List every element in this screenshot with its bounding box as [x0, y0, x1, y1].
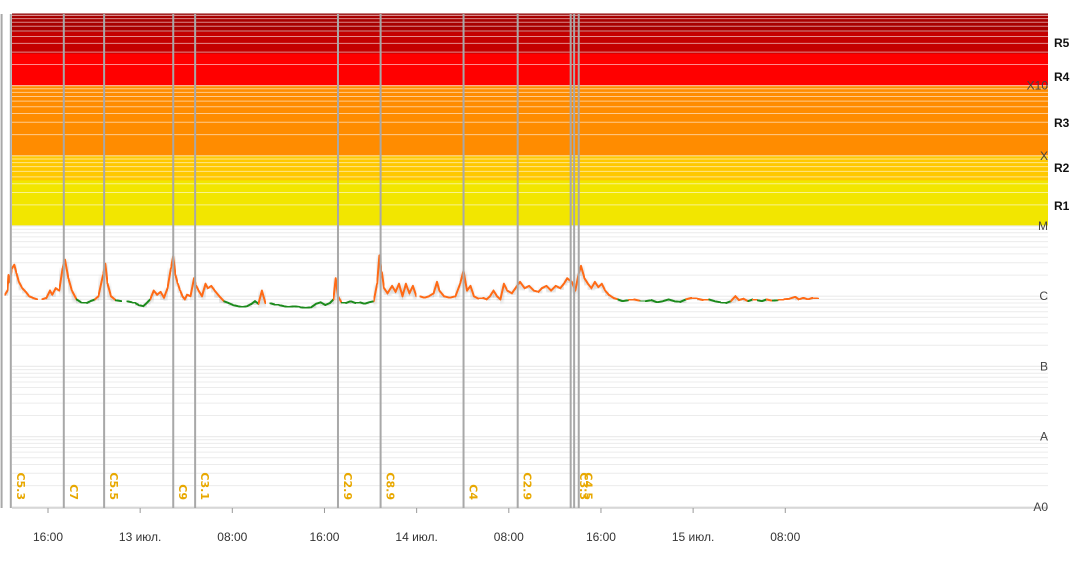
class-label: B: [1040, 359, 1048, 373]
x-tick-label: 08:00: [770, 530, 800, 544]
x-tick-label: 13 июл.: [119, 530, 161, 544]
flare-label: C5.5: [107, 472, 120, 500]
class-label: A: [1040, 430, 1048, 444]
x-tick-label: 14 июл.: [395, 530, 437, 544]
flare-label: C8.9: [384, 472, 397, 500]
class-label: X: [1040, 149, 1048, 163]
class-label: X10: [1027, 79, 1049, 93]
class-label: C: [1039, 289, 1048, 303]
band-r4: [12, 54, 1048, 86]
x-tick-label: 15 июл.: [672, 530, 714, 544]
x-tick-label: 16:00: [309, 530, 339, 544]
radio-blackout-bands: [12, 14, 1048, 508]
flare-label: C7: [67, 484, 80, 500]
radio-level-label: R5: [1054, 36, 1070, 50]
x-tick-label: 16:00: [33, 530, 63, 544]
flare-label: C4.5: [582, 472, 595, 500]
flare-label: C4: [467, 484, 480, 500]
x-tick-label: 16:00: [586, 530, 616, 544]
flare-label: C3.1: [198, 472, 211, 500]
flare-label: C5.3: [14, 472, 27, 500]
radio-level-label: R1: [1054, 199, 1070, 213]
x-tick-label: 08:00: [494, 530, 524, 544]
class-label: M: [1038, 219, 1048, 233]
series-segment: [813, 298, 819, 299]
band-r5-top: [12, 14, 1048, 32]
x-tick-label: 08:00: [217, 530, 247, 544]
radio-level-label: R2: [1054, 161, 1070, 175]
radio-level-label: R3: [1054, 116, 1070, 130]
class-label: A0: [1033, 500, 1048, 514]
flare-label: C2.9: [341, 472, 354, 500]
flare-label: C2.9: [521, 472, 534, 500]
flare-label: C9: [176, 484, 189, 500]
radio-level-label: R4: [1054, 70, 1070, 84]
